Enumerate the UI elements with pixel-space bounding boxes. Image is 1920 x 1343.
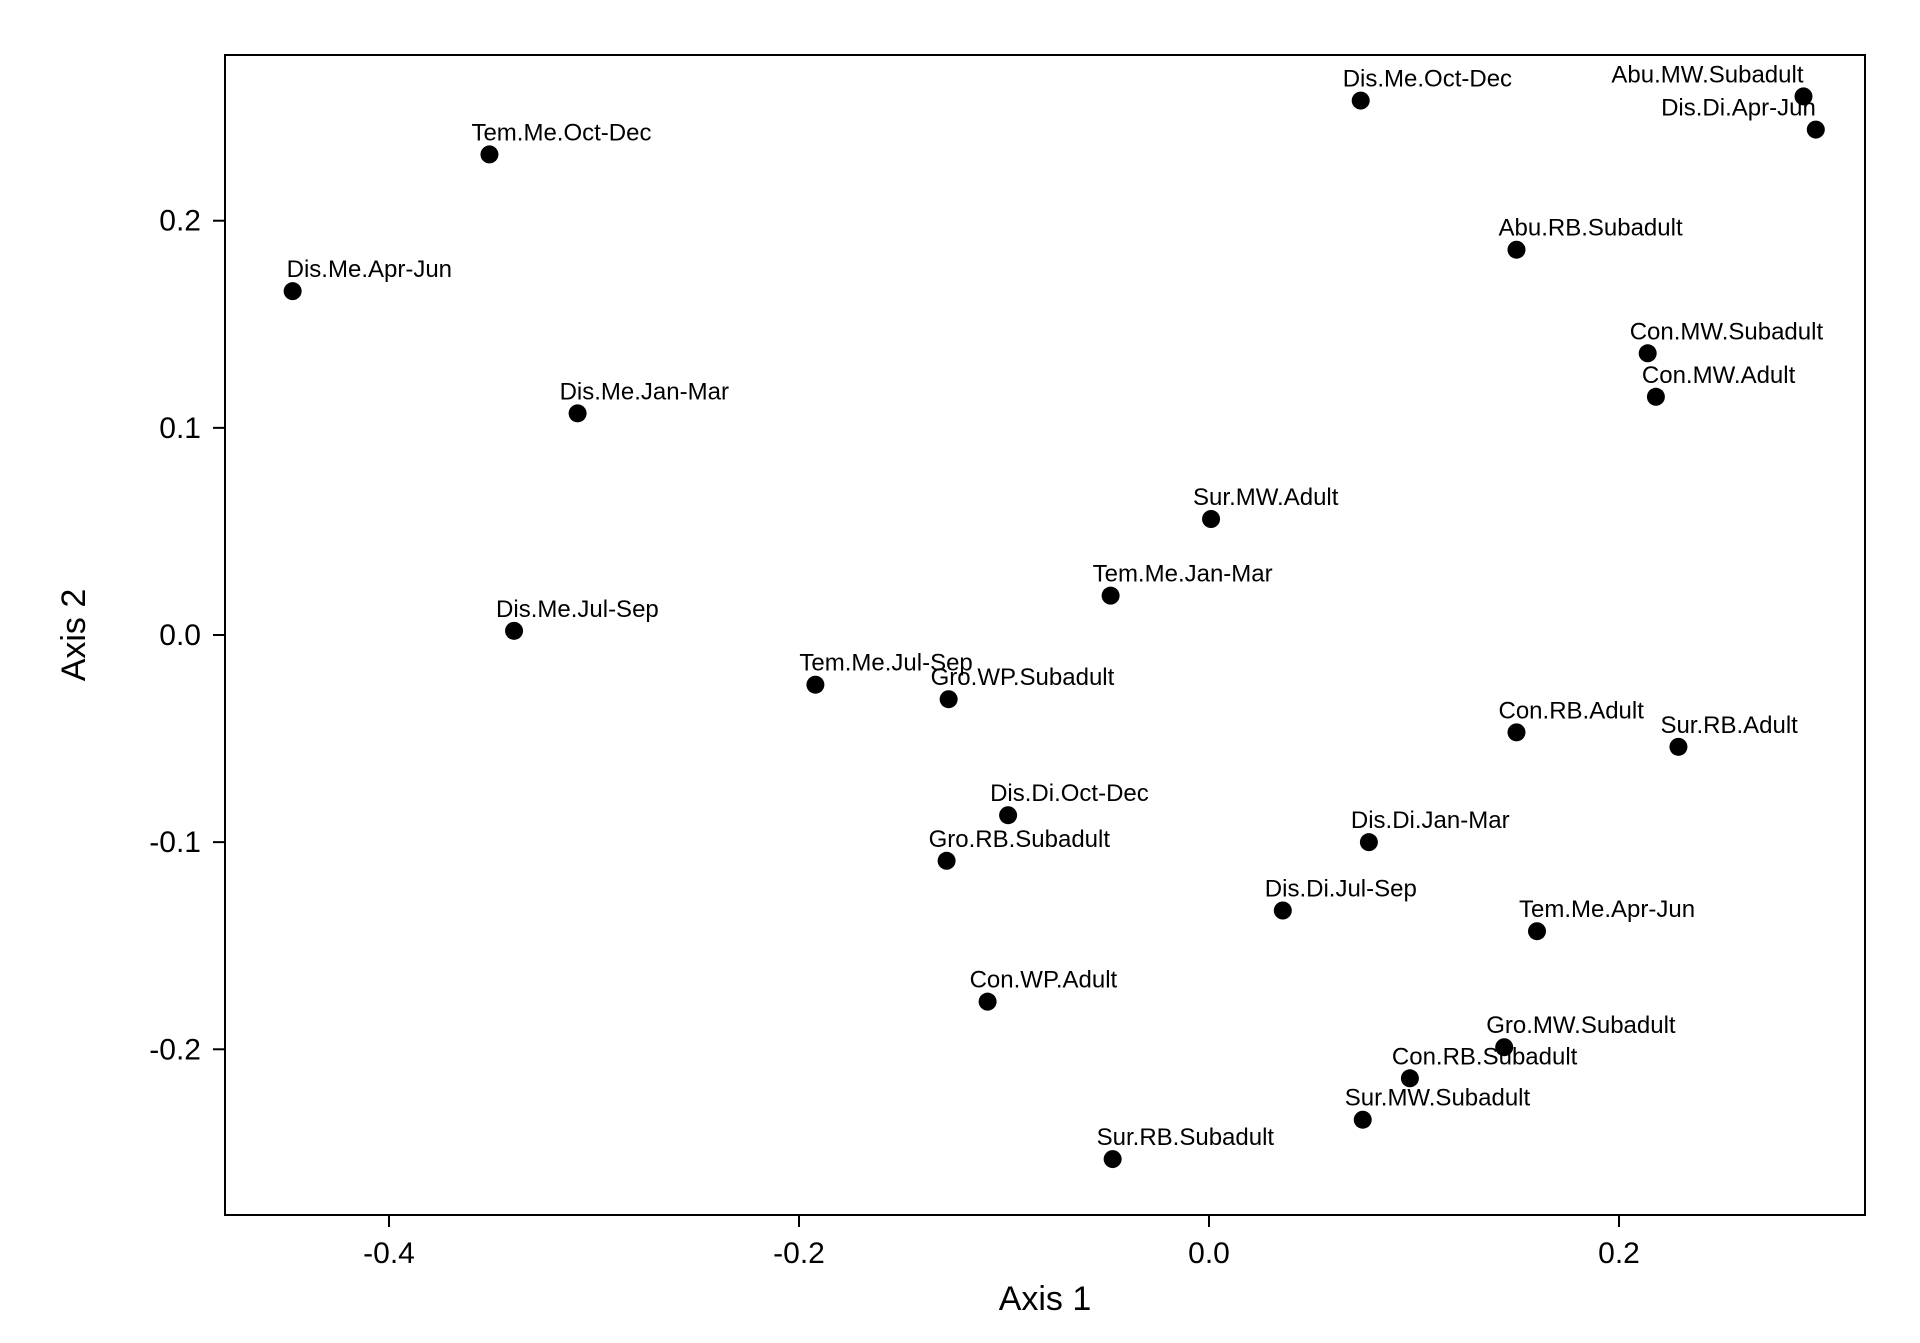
y-axis-title: Axis 2 — [55, 589, 93, 682]
data-point — [1639, 344, 1657, 362]
data-point — [1274, 902, 1292, 920]
point-label: Sur.RB.Adult — [1660, 712, 1798, 739]
data-point — [1102, 587, 1120, 605]
point-label: Gro.MW.Subadult — [1486, 1012, 1676, 1039]
y-tick-label: -0.1 — [149, 826, 201, 859]
data-point — [1508, 723, 1526, 741]
y-tick-label: 0.2 — [159, 205, 201, 238]
point-label: Tem.Me.Apr-Jun — [1519, 896, 1695, 923]
data-point — [505, 622, 523, 640]
data-point — [1495, 1038, 1513, 1056]
point-label: Dis.Me.Oct-Dec — [1343, 66, 1512, 93]
point-label: Gro.WP.Subadult — [931, 664, 1115, 691]
data-point — [1669, 738, 1687, 756]
point-label: Dis.Di.Oct-Dec — [990, 780, 1149, 807]
point-label: Con.MW.Subadult — [1630, 318, 1824, 345]
data-point — [1360, 833, 1378, 851]
data-point — [1647, 388, 1665, 406]
point-label: Sur.MW.Subadult — [1345, 1085, 1531, 1112]
scatter-chart: -0.4 -0.2 0.0 0.2 -0.2 -0.1 0.0 0.1 0.2 Axis 1 Axi… — [0, 0, 1920, 1343]
data-point — [1528, 922, 1546, 940]
point-label: Dis.Me.Jan-Mar — [560, 378, 729, 405]
data-point — [938, 852, 956, 870]
point-label: Tem.Me.Jan-Mar — [1093, 561, 1273, 588]
data-point — [979, 993, 997, 1011]
point-label: Sur.MW.Adult — [1193, 484, 1339, 511]
data-point — [1508, 241, 1526, 259]
point-label: Con.RB.Adult — [1499, 697, 1645, 724]
x-tick-label: -0.2 — [773, 1237, 825, 1270]
point-label: Con.RB.Subadult — [1392, 1043, 1578, 1070]
point-label: Con.MW.Adult — [1642, 362, 1796, 389]
y-tick-label: -0.2 — [149, 1033, 201, 1066]
data-point — [1807, 121, 1825, 139]
data-point — [480, 145, 498, 163]
point-label: Dis.Me.Jul-Sep — [496, 596, 659, 623]
point-label: Dis.Di.Apr-Jun — [1661, 95, 1816, 122]
point-label: Con.WP.Adult — [970, 967, 1118, 994]
data-point — [1352, 92, 1370, 110]
x-tick-label: -0.4 — [363, 1237, 415, 1270]
data-point — [999, 806, 1017, 824]
point-label: Gro.RB.Subadult — [929, 826, 1111, 853]
y-tick-label: 0.0 — [159, 619, 201, 652]
data-point — [806, 676, 824, 694]
data-point — [569, 404, 587, 422]
point-label: Sur.RB.Subadult — [1097, 1124, 1275, 1151]
x-tick-label: 0.2 — [1598, 1237, 1640, 1270]
data-point — [284, 282, 302, 300]
chart-svg: -0.4 -0.2 0.0 0.2 -0.2 -0.1 0.0 0.1 0.2 Axis 1 Axi… — [0, 0, 1920, 1343]
data-point — [1202, 510, 1220, 528]
point-label: Dis.Me.Apr-Jun — [287, 256, 452, 283]
point-label: Abu.MW.Subadult — [1611, 61, 1803, 88]
point-label: Tem.Me.Oct-Dec — [471, 119, 651, 146]
data-point — [940, 690, 958, 708]
point-label: Dis.Di.Jul-Sep — [1265, 876, 1417, 903]
y-tick-label: 0.1 — [159, 412, 201, 445]
data-point — [1354, 1111, 1372, 1129]
x-tick-label: 0.0 — [1188, 1237, 1230, 1270]
point-label: Abu.RB.Subadult — [1499, 215, 1683, 242]
x-axis-title: Axis 1 — [999, 1280, 1092, 1318]
point-label: Dis.Di.Jan-Mar — [1351, 807, 1510, 834]
data-point — [1104, 1150, 1122, 1168]
data-point — [1401, 1069, 1419, 1087]
